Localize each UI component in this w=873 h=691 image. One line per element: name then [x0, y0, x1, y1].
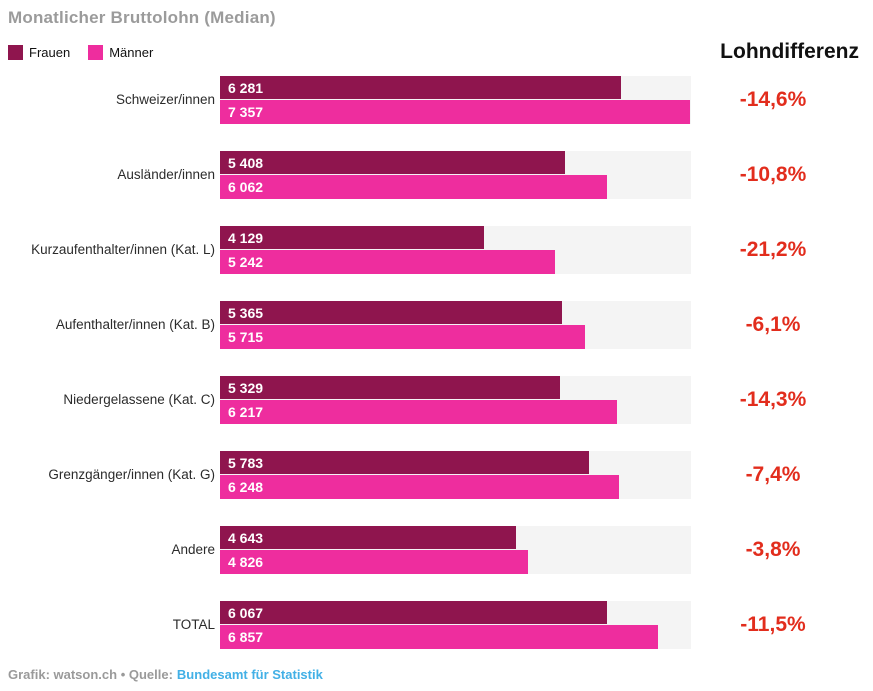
chart-row: Niedergelassene (Kat. C) 5 329 6 217 -14… [8, 376, 873, 424]
source-link[interactable]: Bundesamt für Statistik [176, 667, 323, 682]
bar-frauen: 5 329 [220, 376, 561, 399]
wage-gap-value: -14,3% [739, 388, 807, 411]
bar-value-maenner: 5 242 [228, 254, 264, 270]
wage-gap-value: -6,1% [745, 313, 801, 336]
bar-frauen: 5 408 [220, 151, 566, 174]
bar-track: 4 129 5 242 [220, 226, 691, 274]
wage-gap-value: -11,5% [740, 613, 806, 636]
bar-value-maenner: 6 248 [228, 479, 264, 495]
category-label: TOTAL [172, 617, 215, 632]
bar-value-frauen: 6 281 [228, 79, 264, 96]
wage-gap-value: -14,6% [739, 88, 807, 111]
chart-row: Schweizer/innen 6 281 7 357 -14,6% [8, 76, 873, 124]
bar-value-frauen: 4 129 [228, 229, 264, 246]
legend-item-maenner: Männer [88, 44, 154, 60]
bar-maenner: 7 357 [220, 100, 690, 124]
bar-maenner: 5 715 [220, 325, 585, 349]
chart-row: Kurzaufenthalter/innen (Kat. L) 4 129 5 … [8, 226, 873, 274]
bar-track: 5 408 6 062 [220, 151, 691, 199]
bar-track: 5 783 6 248 [220, 451, 691, 499]
bar-maenner: 4 826 [220, 550, 528, 574]
chart-row: Grenzgänger/innen (Kat. G) 5 783 6 248 -… [8, 451, 873, 499]
bar-value-maenner: 4 826 [228, 554, 264, 570]
bar-maenner: 6 248 [220, 475, 619, 499]
bar-value-frauen: 4 643 [228, 529, 264, 546]
legend-swatch-maenner-icon [88, 44, 104, 60]
wage-gap-value: -7,4% [745, 463, 801, 486]
wage-gap-value: -3,8% [745, 538, 801, 561]
category-label: Schweizer/innen [115, 92, 215, 107]
bar-value-frauen: 5 783 [228, 454, 264, 471]
bar-maenner: 5 242 [220, 250, 555, 274]
category-label: Aufenthalter/innen (Kat. B) [55, 317, 215, 332]
bar-chart: Schweizer/innen 6 281 7 357 -14,6% Auslä… [8, 76, 873, 649]
bar-frauen: 5 783 [220, 451, 590, 474]
bar-value-frauen: 5 365 [228, 304, 264, 321]
bar-value-frauen: 5 329 [228, 379, 264, 396]
bar-track: 4 643 4 826 [220, 526, 691, 574]
footer-credit: Grafik: watson.ch • Quelle: [8, 667, 173, 682]
chart-row: Aufenthalter/innen (Kat. B) 5 365 5 715 … [8, 301, 873, 349]
bar-frauen: 5 365 [220, 301, 563, 324]
bar-value-maenner: 6 217 [228, 404, 264, 420]
category-label: Kurzaufenthalter/innen (Kat. L) [31, 242, 215, 257]
bar-track: 5 329 6 217 [220, 376, 691, 424]
bar-maenner: 6 217 [220, 400, 617, 424]
legend-label-frauen: Frauen [29, 44, 71, 60]
chart-row: Ausländer/innen 5 408 6 062 -10,8% [8, 151, 873, 199]
bar-track: 6 281 7 357 [220, 76, 691, 124]
wage-gap-value: -10,8% [739, 163, 807, 186]
legend: Frauen Männer [8, 44, 154, 60]
chart-title: Monatlicher Bruttolohn (Median) [8, 8, 276, 27]
bar-value-frauen: 5 408 [228, 154, 264, 171]
category-label: Ausländer/innen [117, 167, 215, 182]
bar-frauen: 6 067 [220, 601, 608, 624]
legend-item-frauen: Frauen [8, 44, 71, 60]
wage-gap-value: -21,2% [739, 238, 807, 261]
bar-value-maenner: 6 062 [228, 179, 264, 195]
header-row: Frauen Männer Lohndifferenz [8, 40, 873, 64]
legend-swatch-frauen-icon [8, 44, 23, 60]
footer: Grafik: watson.ch • Quelle: Bundesamt für… [8, 667, 323, 682]
bar-frauen: 6 281 [220, 76, 621, 99]
bar-value-maenner: 5 715 [228, 329, 264, 345]
bar-maenner: 6 062 [220, 175, 607, 199]
bar-frauen: 4 129 [220, 226, 484, 249]
category-label: Niedergelassene (Kat. C) [63, 392, 215, 407]
bar-value-maenner: 6 857 [228, 629, 264, 645]
bar-value-frauen: 6 067 [228, 604, 264, 621]
chart-row: Andere 4 643 4 826 -3,8% [8, 526, 873, 574]
legend-label-maenner: Männer [109, 44, 154, 60]
bar-maenner: 6 857 [220, 625, 658, 649]
chart-row: TOTAL 6 067 6 857 -11,5% [8, 601, 873, 649]
bar-track: 5 365 5 715 [220, 301, 691, 349]
category-label: Grenzgänger/innen (Kat. G) [48, 467, 215, 482]
bar-frauen: 4 643 [220, 526, 517, 549]
bar-value-maenner: 7 357 [228, 104, 264, 120]
wage-gap-header: Lohndifferenz [720, 40, 859, 63]
bar-track: 6 067 6 857 [220, 601, 691, 649]
category-label: Andere [171, 542, 215, 557]
